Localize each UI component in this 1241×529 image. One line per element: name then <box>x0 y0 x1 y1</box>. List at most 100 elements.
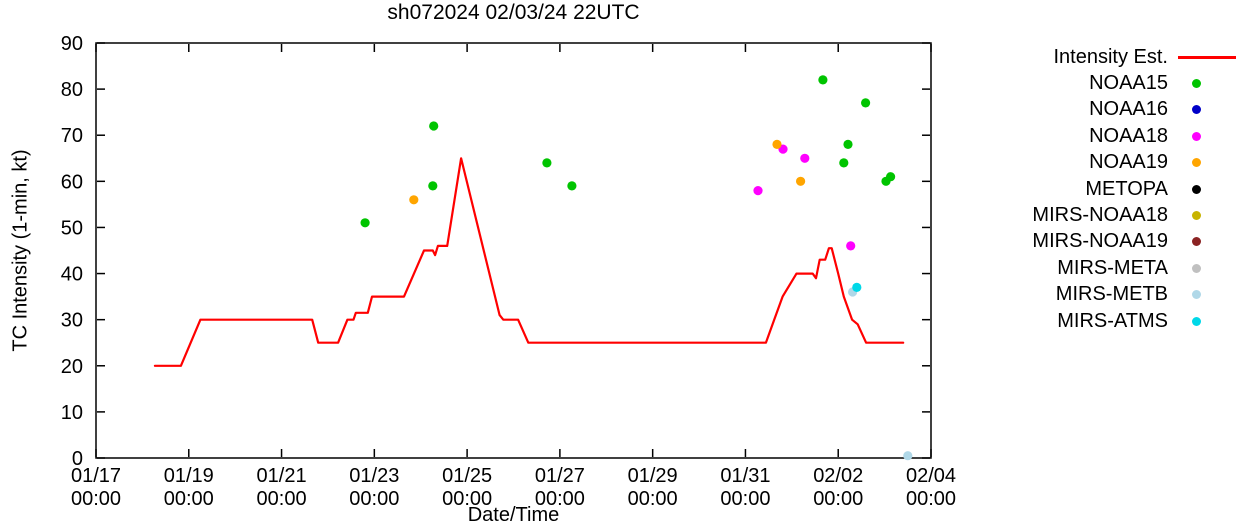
dot-swatch-icon <box>1192 237 1201 247</box>
legend-item-NOAA16: NOAA16 <box>1003 97 1241 123</box>
legend: Intensity Est. NOAA15 NOAA16 NOAA18 NOAA19 ME… <box>1003 44 1241 334</box>
legend-item-NOAA19: NOAA19 <box>1003 150 1241 176</box>
dot-swatch-icon <box>1192 184 1201 194</box>
data-point-MIRS-ATMS <box>852 282 862 292</box>
dot-swatch-icon <box>1192 316 1201 326</box>
x-tick-label-time: 00:00 <box>349 488 399 510</box>
legend-marker-NOAA18 <box>1168 123 1241 149</box>
line-swatch-icon <box>1178 55 1236 59</box>
x-tick-label-date: 01/23 <box>349 465 399 487</box>
y-tick-label: 90 <box>61 33 83 55</box>
x-tick-label-date: 01/19 <box>164 465 214 487</box>
dot-swatch-icon <box>1192 158 1201 168</box>
chart-title: sh072024 02/03/24 22UTC <box>387 1 640 24</box>
x-tick-label-date: 01/31 <box>720 465 770 487</box>
data-point-NOAA15 <box>429 121 439 131</box>
x-tick-label-time: 00:00 <box>535 488 585 510</box>
x-tick-label-date: 01/27 <box>535 465 585 487</box>
data-point-NOAA18 <box>800 153 810 163</box>
data-point-MIRS-METB <box>903 451 913 461</box>
dot-swatch-icon <box>1192 131 1201 141</box>
x-tick-label-date: 01/21 <box>257 465 307 487</box>
legend-item-MIRS-NOAA19: MIRS-NOAA19 <box>1003 229 1241 255</box>
legend-label: NOAA19 <box>1089 151 1168 174</box>
x-tick-label-time: 00:00 <box>720 488 770 510</box>
x-tick-label-time: 00:00 <box>813 488 863 510</box>
legend-line-sample <box>1168 44 1241 70</box>
legend-marker-MIRS-METB <box>1168 282 1241 308</box>
legend-label: MIRS-ATMS <box>1057 309 1168 332</box>
x-axis-label: Date/Time <box>467 504 560 526</box>
data-point-NOAA15 <box>567 181 577 191</box>
x-tick-label-time: 00:00 <box>442 488 492 510</box>
legend-item-MIRS-ATMS: MIRS-ATMS <box>1003 308 1241 334</box>
x-tick-label-time: 00:00 <box>906 488 956 510</box>
legend-item-Intensity Est.: Intensity Est. <box>1003 44 1241 70</box>
data-point-NOAA18 <box>753 186 763 196</box>
data-point-NOAA19 <box>772 139 782 149</box>
data-point-NOAA15 <box>360 218 370 228</box>
y-axis-label: TC Intensity (1-min, kt) <box>9 149 32 352</box>
y-tick-label: 80 <box>61 79 83 101</box>
data-point-NOAA19 <box>409 195 419 205</box>
y-tick-label: 40 <box>61 264 83 286</box>
dot-swatch-icon <box>1192 79 1201 89</box>
legend-item-MIRS-NOAA18: MIRS-NOAA18 <box>1003 202 1241 228</box>
legend-item-NOAA15: NOAA15 <box>1003 70 1241 96</box>
x-tick-label-time: 00:00 <box>257 488 307 510</box>
x-tick-label-time: 00:00 <box>71 488 121 510</box>
data-point-NOAA15 <box>861 98 871 108</box>
dot-swatch-icon <box>1192 105 1201 115</box>
x-tick-label-date: 01/25 <box>442 465 492 487</box>
x-tick-label-date: 02/02 <box>813 465 863 487</box>
legend-label: NOAA16 <box>1089 98 1168 121</box>
dot-swatch-icon <box>1192 211 1201 221</box>
plot-frame <box>95 42 932 459</box>
legend-marker-MIRS-NOAA18 <box>1168 202 1241 228</box>
data-point-NOAA15 <box>818 75 828 85</box>
dot-swatch-icon <box>1192 290 1201 300</box>
x-tick-label-time: 00:00 <box>164 488 214 510</box>
data-point-NOAA15 <box>886 172 896 182</box>
dot-swatch-icon <box>1192 263 1201 273</box>
legend-marker-NOAA15 <box>1168 70 1241 96</box>
x-tick-label-date: 02/04 <box>906 465 956 487</box>
legend-item-MIRS-METB: MIRS-METB <box>1003 282 1241 308</box>
data-point-NOAA15 <box>428 181 438 191</box>
intensity-line <box>153 157 905 367</box>
y-tick-label: 10 <box>61 402 83 424</box>
data-point-NOAA19 <box>796 176 806 186</box>
y-tick-label: 50 <box>61 217 83 239</box>
y-tick-label: 70 <box>61 125 83 147</box>
legend-marker-MIRS-META <box>1168 255 1241 281</box>
legend-label: MIRS-NOAA18 <box>1032 204 1168 227</box>
legend-item-METOPA: METOPA <box>1003 176 1241 202</box>
legend-label: MIRS-NOAA19 <box>1032 230 1168 253</box>
legend-label: NOAA18 <box>1089 124 1168 147</box>
legend-marker-NOAA16 <box>1168 97 1241 123</box>
x-tick-label-date: 01/29 <box>628 465 678 487</box>
x-tick-label-date: 01/17 <box>71 465 121 487</box>
legend-item-NOAA18: NOAA18 <box>1003 123 1241 149</box>
legend-item-MIRS-META: MIRS-META <box>1003 255 1241 281</box>
legend-label: NOAA15 <box>1089 72 1168 95</box>
y-tick-label: 20 <box>61 356 83 378</box>
legend-label: MIRS-METB <box>1055 283 1168 306</box>
x-tick-label-time: 00:00 <box>628 488 678 510</box>
legend-label: METOPA <box>1085 177 1168 200</box>
legend-label: Intensity Est. <box>1053 45 1169 68</box>
data-point-NOAA18 <box>846 241 856 251</box>
data-point-NOAA15 <box>839 158 849 168</box>
legend-marker-NOAA19 <box>1168 150 1241 176</box>
legend-label: MIRS-META <box>1057 256 1168 279</box>
y-tick-label: 30 <box>61 310 83 332</box>
legend-marker-MIRS-NOAA19 <box>1168 229 1241 255</box>
legend-marker-MIRS-ATMS <box>1168 308 1241 334</box>
y-tick-label: 0 <box>72 448 83 470</box>
data-point-NOAA15 <box>843 139 853 149</box>
data-point-NOAA15 <box>542 158 552 168</box>
legend-marker-METOPA <box>1168 176 1241 202</box>
y-tick-label: 60 <box>61 171 83 193</box>
